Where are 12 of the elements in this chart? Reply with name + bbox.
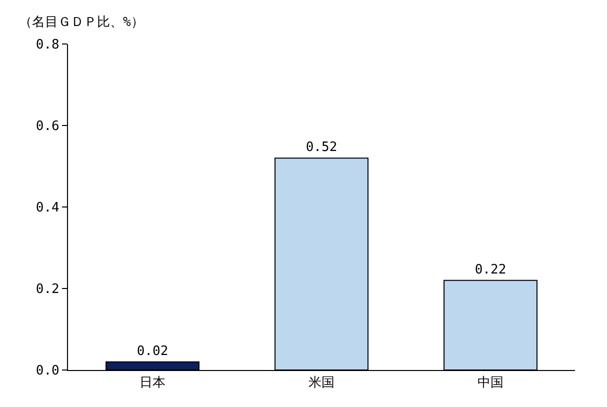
y-tick-label: 0.8 (36, 38, 60, 53)
data-label: 0.02 (136, 344, 168, 359)
x-tick-label: 米国 (308, 376, 334, 391)
y-tick-label: 0.0 (36, 364, 60, 379)
y-tick-label: 0.2 (36, 282, 60, 298)
data-label: 0.22 (474, 262, 506, 278)
y-tick-label: 0.4 (36, 200, 60, 216)
x-tick-label: 中国 (478, 376, 504, 391)
data-label: 0.52 (306, 140, 338, 156)
x-tick-label: 日本 (140, 376, 166, 391)
y-tick-label: 0.6 (36, 119, 60, 134)
y-axis-title: （名目ＧＤＰ比、%） (19, 15, 144, 30)
